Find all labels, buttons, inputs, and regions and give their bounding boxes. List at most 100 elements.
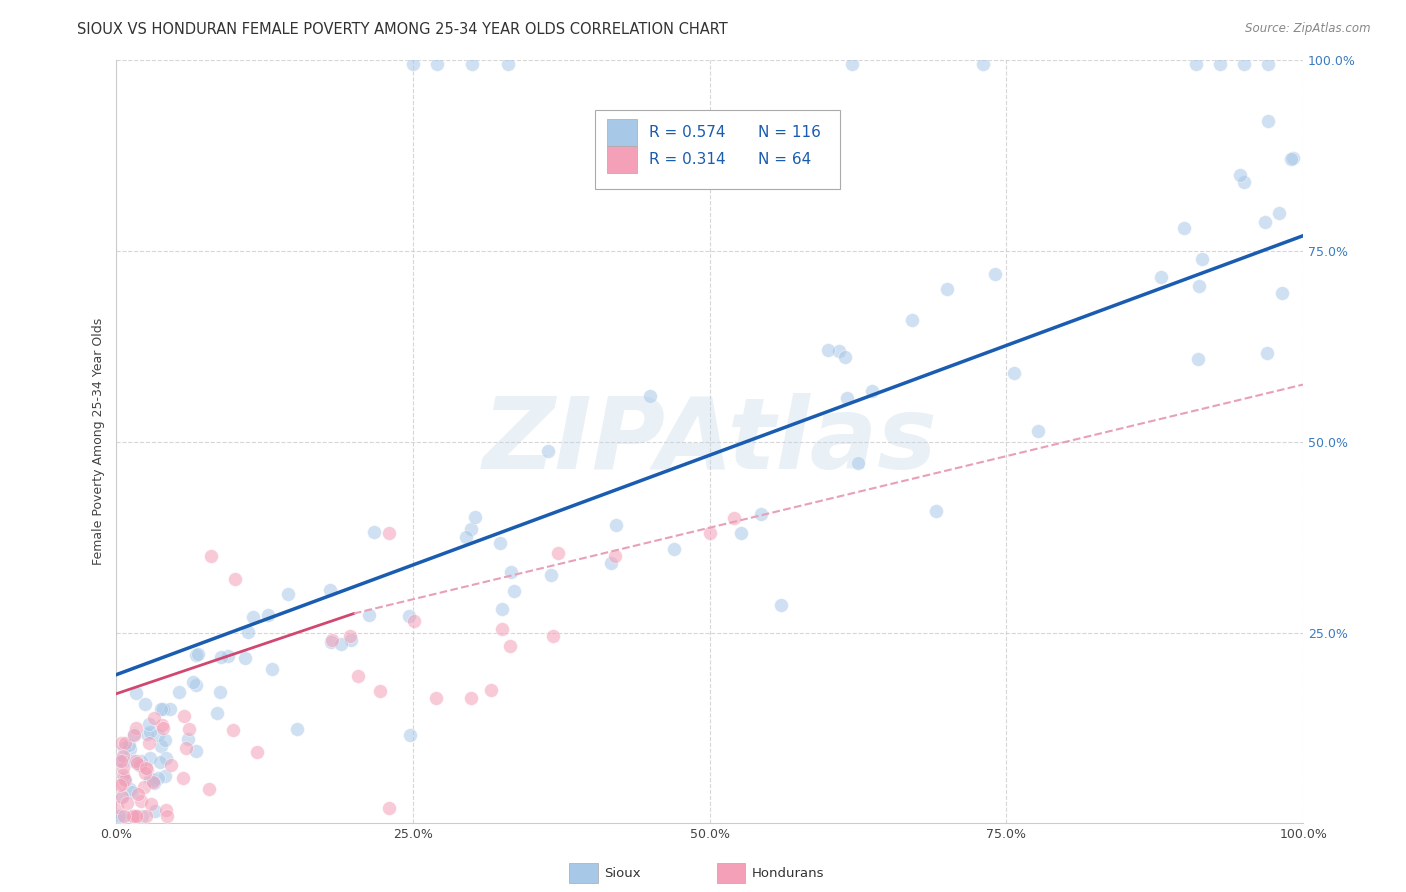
- Text: ZIPAtlas: ZIPAtlas: [482, 393, 938, 491]
- Point: [936, 282, 959, 296]
- Point: [120, 741, 142, 756]
- Text: Sioux: Sioux: [605, 867, 641, 880]
- Point: [149, 739, 172, 753]
- Point: [256, 608, 278, 623]
- Point: [136, 762, 159, 776]
- Point: [600, 556, 623, 570]
- Point: [121, 785, 143, 799]
- Point: [114, 736, 136, 750]
- Point: [177, 732, 200, 747]
- Point: [1229, 168, 1251, 182]
- Point: [537, 444, 560, 458]
- Text: N = 116: N = 116: [758, 125, 821, 140]
- Point: [1187, 352, 1209, 367]
- Point: [134, 765, 156, 780]
- Point: [138, 737, 160, 751]
- Point: [749, 508, 772, 522]
- Text: Hondurans: Hondurans: [752, 867, 825, 880]
- Point: [111, 777, 134, 791]
- Point: [111, 768, 134, 782]
- Point: [153, 732, 176, 747]
- Point: [399, 728, 422, 742]
- Point: [499, 639, 522, 653]
- Point: [118, 738, 141, 752]
- Point: [136, 726, 159, 740]
- Point: [321, 635, 343, 649]
- Point: [359, 608, 381, 623]
- Point: [121, 754, 143, 768]
- Point: [330, 637, 353, 651]
- Point: [186, 648, 208, 662]
- Point: [118, 781, 141, 796]
- Point: [378, 801, 401, 815]
- Point: [174, 741, 197, 756]
- Point: [187, 647, 209, 661]
- Point: [111, 809, 134, 823]
- Point: [152, 721, 174, 735]
- Point: [924, 504, 946, 518]
- Point: [368, 683, 391, 698]
- Text: R = 0.314: R = 0.314: [648, 152, 725, 167]
- Point: [900, 312, 922, 326]
- Point: [112, 741, 135, 756]
- Point: [200, 549, 222, 564]
- Point: [205, 706, 228, 721]
- Point: [723, 511, 745, 525]
- Point: [139, 751, 162, 765]
- Point: [363, 524, 385, 539]
- Point: [129, 794, 152, 808]
- Point: [664, 542, 686, 557]
- Point: [124, 726, 146, 740]
- Point: [1191, 252, 1213, 266]
- Point: [107, 800, 129, 814]
- Point: [605, 518, 627, 533]
- Point: [1254, 215, 1277, 229]
- Point: [319, 583, 342, 598]
- Point: [209, 650, 232, 665]
- Point: [127, 788, 149, 802]
- Point: [1256, 346, 1278, 360]
- Point: [834, 350, 856, 364]
- Point: [378, 526, 401, 541]
- Point: [1185, 57, 1208, 71]
- Point: [125, 809, 148, 823]
- Point: [186, 678, 208, 692]
- Point: [134, 698, 156, 712]
- Y-axis label: Female Poverty Among 25-34 Year Olds: Female Poverty Among 25-34 Year Olds: [93, 318, 105, 566]
- Point: [125, 754, 148, 768]
- Point: [159, 702, 181, 716]
- Point: [285, 722, 308, 736]
- Point: [640, 389, 662, 403]
- Point: [153, 769, 176, 783]
- Point: [198, 781, 221, 796]
- Point: [155, 751, 177, 765]
- Point: [131, 809, 153, 823]
- Point: [262, 662, 284, 676]
- Point: [135, 809, 157, 823]
- Point: [1257, 114, 1279, 128]
- Point: [112, 772, 135, 787]
- Point: [143, 711, 166, 725]
- Point: [1282, 151, 1305, 165]
- Point: [398, 609, 420, 624]
- Point: [828, 344, 851, 359]
- Point: [340, 633, 363, 648]
- Point: [122, 809, 145, 823]
- Point: [1209, 57, 1232, 71]
- Point: [425, 690, 447, 705]
- Point: [835, 392, 858, 406]
- Point: [110, 736, 132, 750]
- Point: [142, 776, 165, 790]
- Point: [221, 723, 243, 737]
- Point: [125, 722, 148, 736]
- Point: [142, 775, 165, 789]
- Point: [699, 526, 721, 541]
- Point: [242, 610, 264, 624]
- Point: [184, 743, 207, 757]
- Point: [124, 809, 146, 823]
- Point: [111, 789, 134, 804]
- Point: [135, 761, 157, 775]
- Point: [141, 797, 163, 811]
- Point: [841, 57, 863, 71]
- Point: [479, 683, 502, 698]
